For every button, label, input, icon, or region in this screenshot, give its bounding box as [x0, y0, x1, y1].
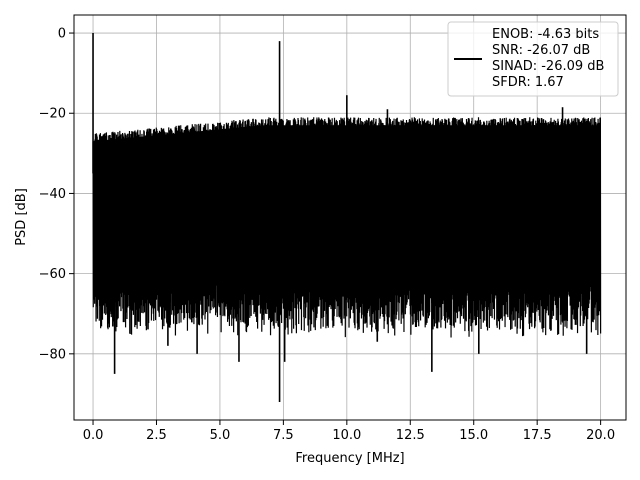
legend-box: [447, 21, 619, 97]
x-tick-label: 7.5: [273, 428, 294, 443]
y-tick-label: 0: [58, 27, 66, 42]
y-tick-label: −60: [39, 267, 66, 282]
y-tick-label: −20: [39, 107, 66, 122]
x-tick-label: 10.0: [332, 428, 361, 443]
plot-area: [92, 33, 602, 402]
x-tick-label: 20.0: [586, 428, 615, 443]
y-tick-label: −80: [39, 347, 66, 362]
legend-snr: SNR: -26.07 dB: [492, 43, 590, 58]
noise-band: [93, 125, 601, 266]
legend: ENOB: -4.63 bits SNR: -26.07 dB SINAD: -…: [447, 21, 619, 97]
series-layer: [92, 33, 602, 402]
x-axis-label: Frequency [MHz]: [295, 451, 404, 466]
y-axis-label: PSD [dB]: [14, 188, 29, 246]
legend-sfdr: SFDR: 1.67: [492, 75, 564, 90]
x-tick-label: 12.5: [396, 428, 425, 443]
x-tick-label: 15.0: [459, 428, 488, 443]
x-tick-label: 5.0: [210, 428, 231, 443]
x-tick-label: 17.5: [523, 428, 552, 443]
y-axis-ticks: 0 −20 −40 −60 −80: [39, 27, 74, 362]
x-tick-label: 0.0: [83, 428, 104, 443]
x-axis-ticks: 0.0 2.5 5.0 7.5 10.0 12.5 15.0 17.5 20.0: [83, 420, 615, 443]
legend-enob: ENOB: -4.63 bits: [492, 27, 599, 42]
x-tick-label: 2.5: [146, 428, 167, 443]
legend-sinad: SINAD: -26.09 dB: [492, 59, 604, 74]
axes-frame: [73, 14, 627, 421]
y-tick-label: −40: [39, 187, 66, 202]
